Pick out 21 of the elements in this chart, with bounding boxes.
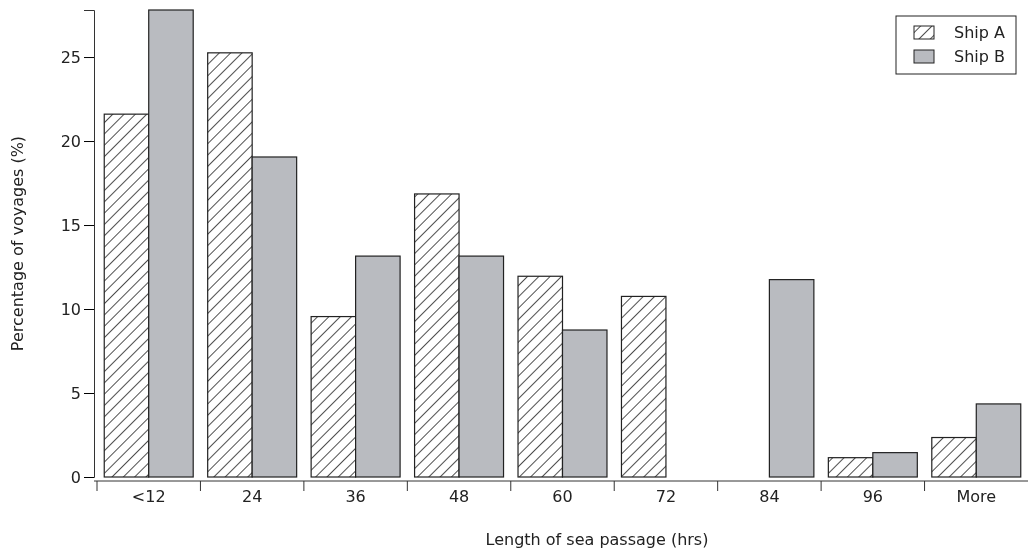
- legend-label: Ship B: [954, 47, 1005, 66]
- x-tick-label: 60: [552, 487, 573, 507]
- bar: [768, 279, 815, 478]
- y-tick-label: 5: [70, 383, 81, 403]
- y-tick-label: 0: [70, 467, 81, 487]
- x-tick-label: More: [956, 487, 997, 507]
- y-tick-label: 10: [60, 299, 81, 319]
- legend-label: Ship A: [954, 23, 1005, 42]
- y-tick-label: 25: [60, 47, 81, 67]
- x-tick-label: <12: [131, 487, 166, 507]
- y-axis-title: Percentage of voyages (%): [8, 135, 27, 352]
- y-tick-label: 15: [60, 215, 81, 235]
- x-tick-label: 84: [759, 487, 780, 507]
- x-axis-title: Length of sea passage (hrs): [485, 530, 709, 549]
- x-tick-label: 36: [345, 487, 366, 507]
- x-tick-label: 72: [655, 487, 677, 507]
- bar: [620, 295, 667, 478]
- y-tick-label: 20: [60, 131, 81, 151]
- x-tick-label: 96: [862, 487, 884, 507]
- x-tick-label: 48: [448, 487, 470, 507]
- x-tick-label: 24: [241, 487, 263, 507]
